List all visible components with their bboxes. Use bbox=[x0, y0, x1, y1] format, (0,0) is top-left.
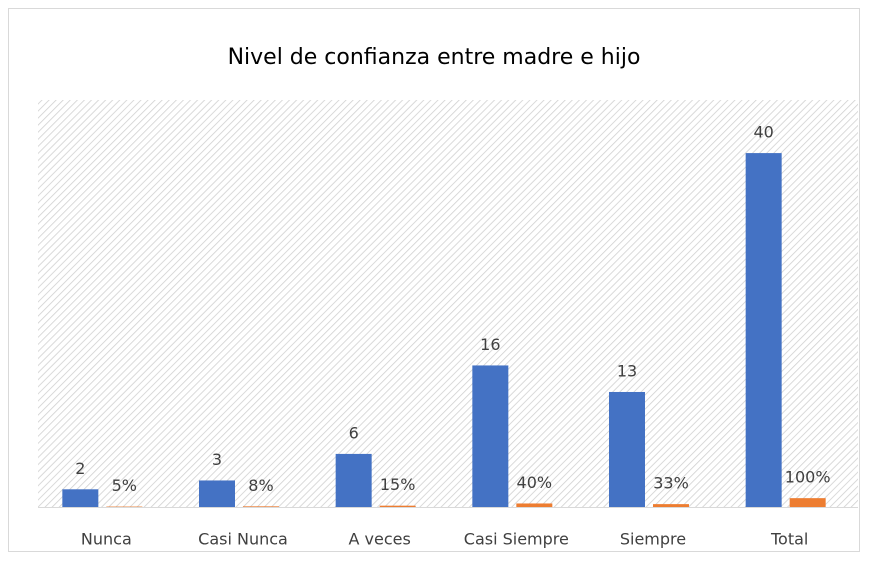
bar bbox=[746, 153, 782, 507]
bar bbox=[380, 506, 416, 507]
x-tick-label: Nunca bbox=[81, 530, 132, 549]
x-tick-label: Siempre bbox=[620, 530, 686, 549]
bar bbox=[62, 489, 98, 507]
data-label: 8% bbox=[248, 476, 273, 495]
bar bbox=[243, 506, 279, 507]
x-tick-label: Casi Nunca bbox=[198, 530, 288, 549]
bar bbox=[199, 480, 235, 507]
data-label: 40% bbox=[517, 473, 553, 492]
bar bbox=[472, 365, 508, 507]
data-label: 2 bbox=[75, 459, 85, 478]
x-tick-label: Casi Siempre bbox=[464, 530, 569, 549]
data-label: 3 bbox=[212, 450, 222, 469]
data-label: 33% bbox=[653, 474, 689, 493]
bar bbox=[336, 454, 372, 507]
x-tick-label: Total bbox=[770, 530, 808, 549]
chart-title: Nivel de confianza entre madre e hijo bbox=[228, 45, 641, 70]
x-tick-label: A veces bbox=[349, 530, 411, 549]
data-label: 100% bbox=[785, 468, 831, 487]
bar bbox=[653, 504, 689, 507]
data-label: 40 bbox=[753, 123, 773, 142]
data-label: 5% bbox=[112, 476, 137, 495]
data-label: 16 bbox=[480, 335, 500, 354]
data-label: 6 bbox=[349, 423, 359, 442]
data-label: 15% bbox=[380, 475, 416, 494]
bar bbox=[516, 503, 552, 507]
bar bbox=[609, 392, 645, 507]
data-label: 13 bbox=[617, 361, 637, 380]
plot-area bbox=[38, 100, 858, 507]
bar bbox=[790, 498, 826, 507]
